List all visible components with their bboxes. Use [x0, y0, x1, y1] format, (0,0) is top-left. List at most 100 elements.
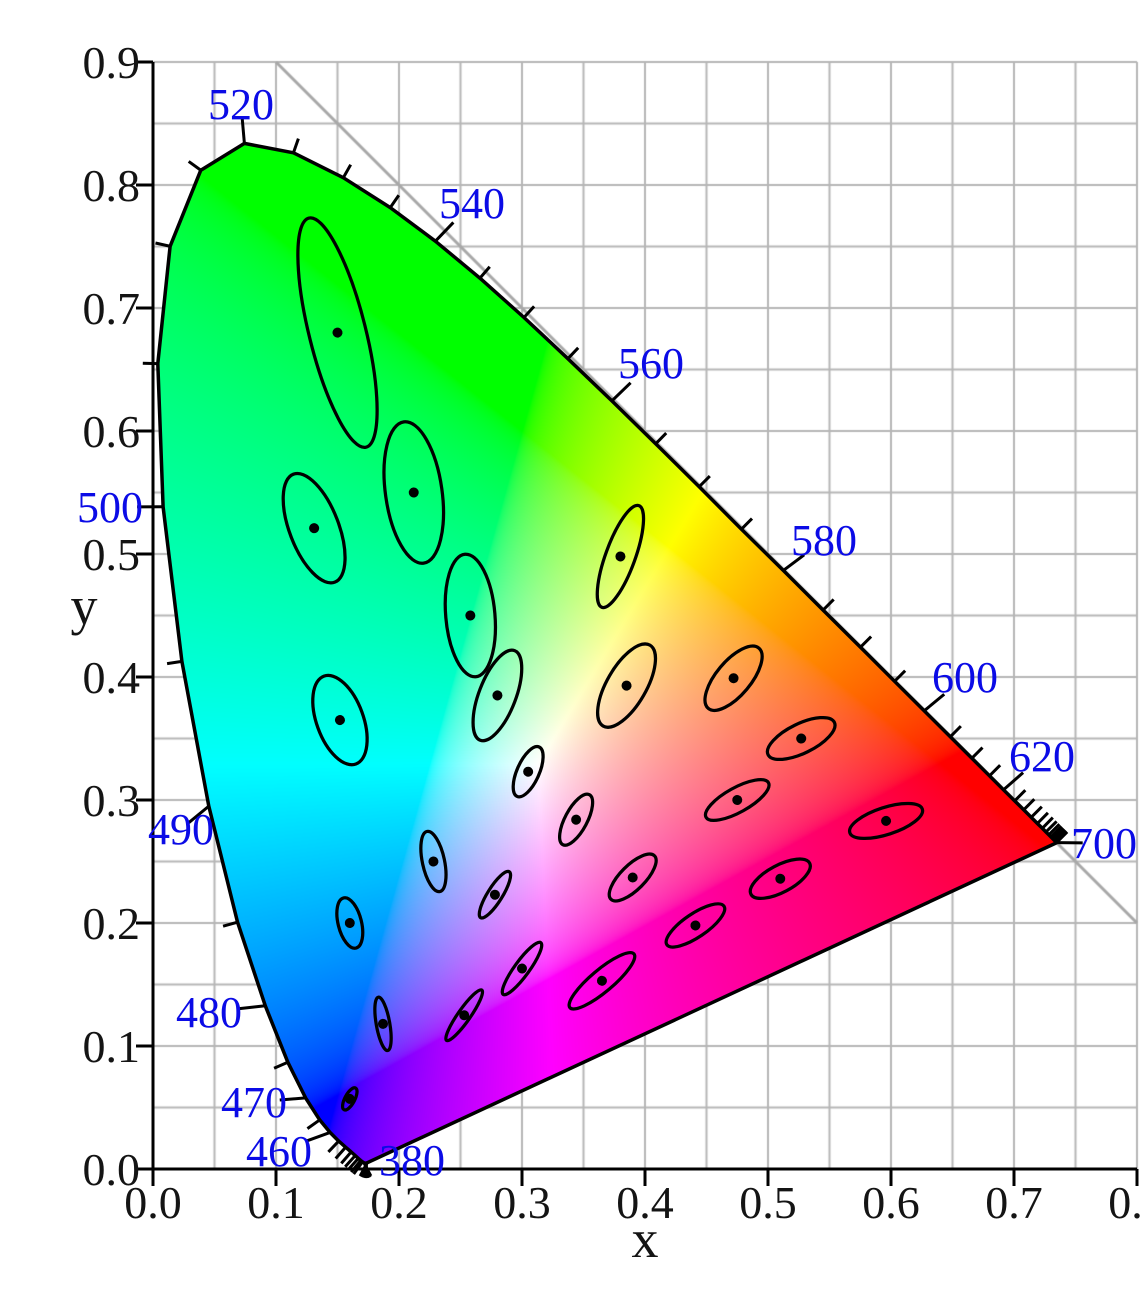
y-axis-tick-label: 0.9	[83, 37, 141, 88]
x-axis-tick-label: 0.8	[1108, 1177, 1140, 1228]
y-axis-tick-label: 0.4	[83, 652, 141, 703]
wavelength-tick	[223, 922, 237, 926]
macadam-ellipse-group	[416, 829, 450, 894]
ellipse-center-dot	[795, 732, 808, 745]
ellipse-center-dot	[465, 610, 476, 621]
ellipse-center-dot	[688, 919, 702, 933]
ellipse-center-dot	[522, 765, 535, 778]
wavelength-tick	[860, 637, 871, 648]
wavelength-label: 490	[148, 805, 214, 854]
macadam-ellipse-group	[660, 897, 730, 955]
macadam-ellipse-group	[700, 772, 774, 828]
ellipse-center-dot	[344, 917, 356, 929]
wavelength-tick	[155, 243, 170, 246]
wavelength-tick	[1024, 799, 1035, 810]
wavelength-tick	[1037, 813, 1048, 824]
wavelength-label: 700	[1071, 819, 1137, 868]
y-axis-tick-label: 0.8	[83, 160, 141, 211]
macadam-ellipse-group	[474, 868, 515, 922]
wavelength-tick	[189, 161, 201, 170]
wavelength-tick	[336, 1147, 346, 1158]
macadam-ellipse-group	[588, 501, 653, 613]
y-axis-tick-label: 0.2	[83, 898, 141, 949]
diagram-overlay: 0.00.10.20.30.40.50.60.70.80.00.10.20.30…	[40, 16, 1140, 1276]
wavelength-tick	[656, 433, 667, 444]
macadam-ellipse-group	[507, 742, 549, 800]
ellipse-center-dot	[774, 872, 788, 886]
y-axis-tick-label: 0.1	[83, 1021, 141, 1072]
y-axis-title: y	[71, 576, 98, 636]
macadam-ellipse-group	[463, 644, 532, 747]
ellipse-center-dot	[569, 813, 583, 827]
macadam-ellipse-group	[281, 211, 393, 454]
ellipse-center-dot	[491, 689, 504, 702]
wavelength-tick	[568, 348, 578, 359]
macadam-ellipse-group	[553, 790, 599, 850]
wavelength-tick	[1031, 807, 1042, 818]
wavelength-label: 560	[618, 339, 684, 388]
cie-chromaticity-diagram: 0.00.10.20.30.40.50.60.70.80.00.10.20.30…	[40, 16, 1140, 1276]
macadam-ellipse-group	[563, 945, 641, 1016]
macadam-ellipse-group	[302, 668, 378, 772]
y-axis-tick-label: 0.5	[83, 529, 141, 580]
wavelength-tick	[972, 748, 983, 759]
macadam-ellipse-group	[332, 895, 367, 951]
macadam-ellipse-group	[586, 635, 667, 736]
y-axis-tick-label: 0.7	[83, 283, 141, 334]
ellipse-center-dot	[730, 793, 744, 807]
wavelength-label-tick	[239, 1006, 265, 1009]
wavelength-tick	[524, 306, 534, 317]
x-axis-title: x	[632, 1209, 659, 1269]
ellipse-center-dot	[626, 870, 640, 884]
ellipse-center-dot	[880, 815, 893, 828]
macadam-ellipse-group	[762, 709, 841, 768]
ellipse-center-dot	[614, 550, 627, 563]
wavelength-tick	[293, 139, 298, 153]
macadam-ellipse-group	[440, 552, 500, 679]
macadam-ellipse-group	[846, 796, 927, 845]
wavelength-label: 580	[791, 516, 857, 565]
wavelength-tick	[950, 726, 961, 737]
wavelength-tick	[895, 671, 906, 682]
wavelength-label: 500	[77, 483, 143, 532]
ellipse-center-dot	[308, 522, 321, 535]
macadam-ellipse-group	[745, 851, 816, 906]
macadam-ellipse-group	[442, 987, 487, 1044]
macadam-ellipse-group	[376, 418, 452, 567]
wavelength-tick	[480, 267, 490, 278]
y-axis-tick-label: 0.3	[83, 775, 141, 826]
ellipse-center-dot	[727, 671, 741, 685]
ellipse-center-dot	[595, 974, 609, 988]
wavelength-tick	[343, 165, 350, 178]
wavelength-tick	[699, 476, 710, 487]
ellipse-center-dot	[408, 487, 419, 498]
ellipse-center-dot	[377, 1018, 389, 1030]
wavelength-label: 380	[379, 1136, 445, 1185]
wavelength-tick	[1015, 790, 1026, 801]
wavelength-label: 600	[932, 653, 998, 702]
ellipse-center-dot	[331, 327, 343, 339]
wavelength-tick	[167, 661, 182, 663]
macadam-ellipse-group	[270, 465, 357, 591]
ellipse-center-dot	[620, 679, 634, 693]
wavelength-label: 460	[246, 1127, 312, 1176]
macadam-ellipse-group	[497, 938, 547, 998]
x-axis-tick-label: 0.6	[862, 1177, 920, 1228]
wavelength-label: 520	[208, 80, 274, 129]
spectral-locus-outline	[158, 143, 1057, 1163]
x-axis-tick-label: 0.7	[985, 1177, 1043, 1228]
x-axis-tick-label: 0.1	[247, 1177, 305, 1228]
y-axis-tick-label: 0.6	[83, 406, 141, 457]
macadam-ellipse-group	[602, 847, 663, 908]
wavelength-label: 480	[176, 988, 242, 1037]
wavelength-label: 540	[439, 179, 505, 228]
ellipse-center-dot	[428, 856, 440, 868]
wavelength-tick	[823, 599, 834, 610]
macadam-ellipse-group	[695, 637, 772, 719]
macadam-ellipse-group	[340, 1086, 360, 1112]
macadam-ellipse-group	[372, 996, 395, 1052]
wavelength-tick	[274, 1062, 288, 1068]
wavelength-label: 470	[221, 1078, 287, 1127]
ellipse-center-dot	[334, 714, 347, 727]
x-axis-tick-label: 0.3	[493, 1177, 551, 1228]
